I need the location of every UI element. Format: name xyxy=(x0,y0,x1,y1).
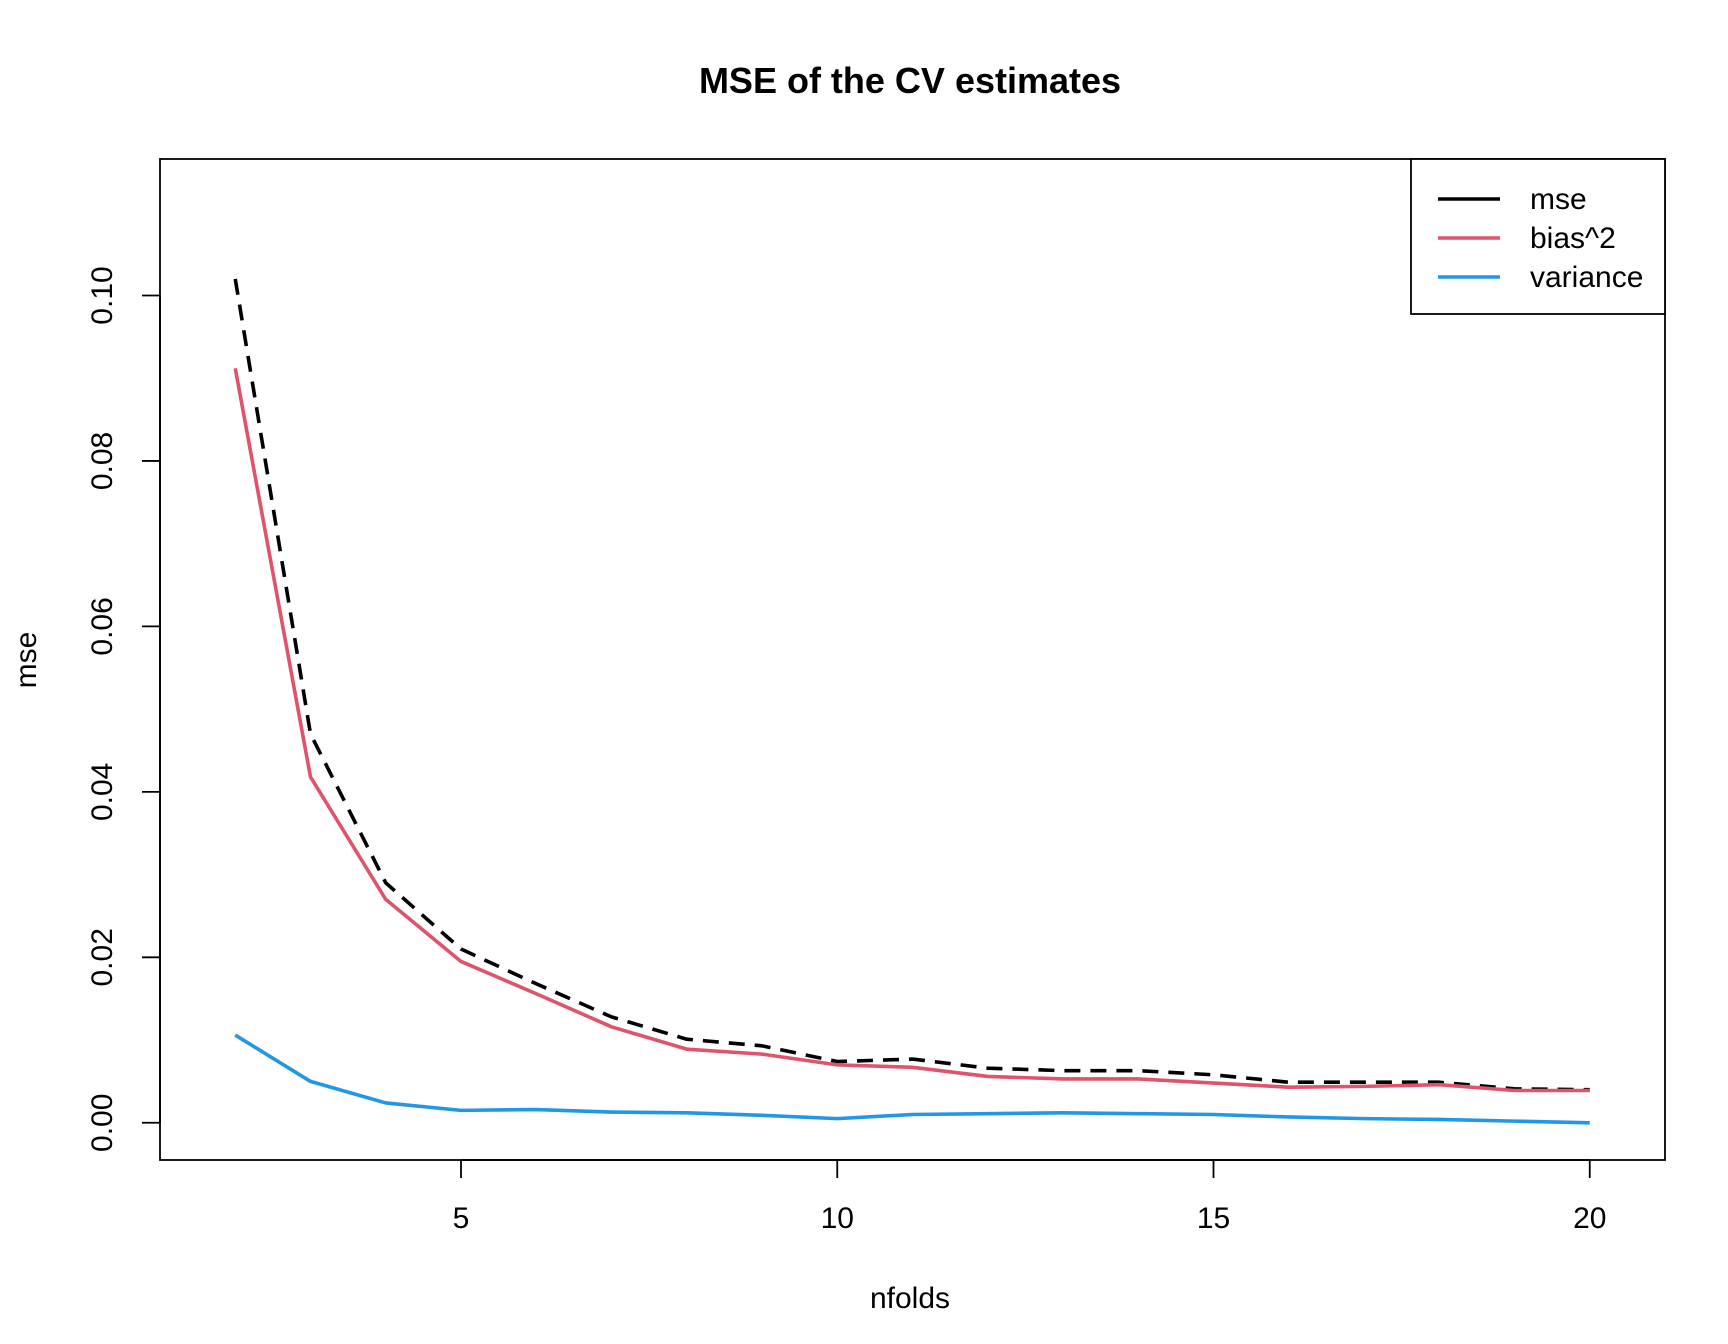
series-line-mse xyxy=(233,278,1590,1092)
y-tick-label: 0.00 xyxy=(86,1094,119,1152)
y-tick-label: 0.10 xyxy=(86,266,119,324)
series-line-variance xyxy=(234,1033,1590,1125)
y-tick-label: 0.08 xyxy=(86,432,119,490)
y-tick-label: 0.02 xyxy=(86,928,119,986)
x-tick-label: 20 xyxy=(1573,1202,1606,1235)
x-tick-label: 5 xyxy=(453,1202,470,1235)
x-axis-label: nfolds xyxy=(870,1282,950,1315)
x-tick-label: 10 xyxy=(821,1202,854,1235)
legend: mse bias^2 variance xyxy=(1410,158,1666,315)
chart-title: MSE of the CV estimates xyxy=(699,60,1121,101)
x-tick-label: 15 xyxy=(1197,1202,1230,1235)
x-axis: 5 10 15 20 xyxy=(453,1159,1606,1235)
legend-label: mse xyxy=(1530,183,1587,216)
y-axis-label: mse xyxy=(10,632,43,689)
series-layer xyxy=(233,278,1590,1125)
legend-label: variance xyxy=(1530,261,1643,294)
y-tick-label: 0.06 xyxy=(86,597,119,655)
legend-label: bias^2 xyxy=(1530,222,1616,255)
y-axis: 0.00 0.02 0.04 0.06 0.08 0.10 xyxy=(86,266,161,1152)
y-tick-label: 0.04 xyxy=(86,763,119,821)
series-line-bias-2 xyxy=(233,367,1590,1093)
